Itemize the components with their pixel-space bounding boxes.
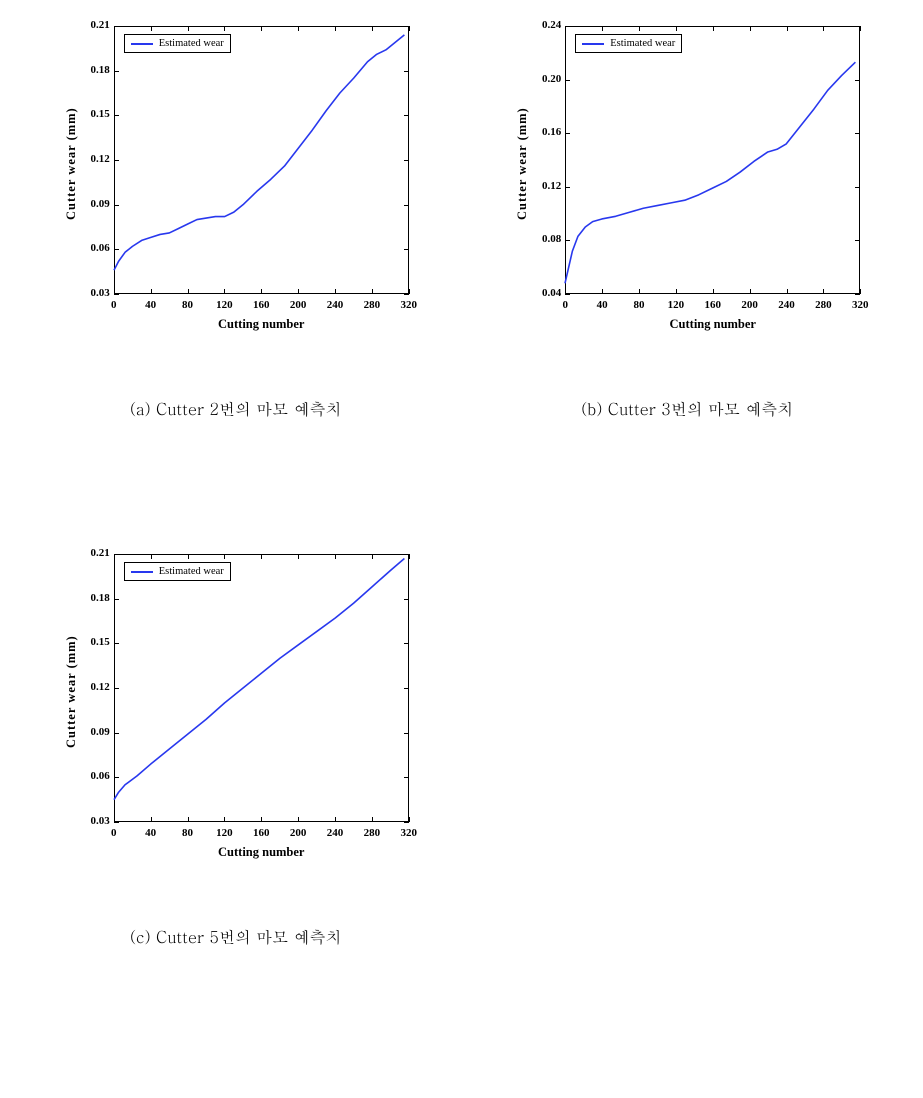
xtick-label: 0 — [104, 827, 124, 839]
xtick-label: 280 — [813, 299, 833, 311]
xtick-label: 160 — [251, 299, 271, 311]
chart-cell-c: 040801201602002402803200.030.060.090.120… — [30, 540, 442, 948]
x-axis-label: Cutting number — [211, 845, 311, 860]
legend: Estimated wear — [575, 34, 682, 53]
legend-label: Estimated wear — [610, 38, 675, 49]
legend-label: Estimated wear — [159, 566, 224, 577]
xtick-label: 120 — [666, 299, 686, 311]
legend: Estimated wear — [124, 562, 231, 581]
series-line — [46, 12, 411, 296]
xtick-label: 240 — [777, 299, 797, 311]
x-axis-label: Cutting number — [211, 317, 311, 332]
legend-label: Estimated wear — [159, 38, 224, 49]
xtick-label: 160 — [703, 299, 723, 311]
x-axis-label: Cutting number — [663, 317, 763, 332]
chart-caption-c: (c) Cutter 5번의 마모 예측치 — [130, 925, 342, 948]
chart-cell-b: 040801201602002402803200.040.080.120.160… — [482, 12, 894, 420]
xtick-label: 320 — [399, 827, 419, 839]
legend-line-icon — [131, 571, 153, 573]
xtick-label: 200 — [288, 827, 308, 839]
xtick-label: 320 — [850, 299, 870, 311]
xtick-label: 40 — [141, 827, 161, 839]
chart-c: 040801201602002402803200.030.060.090.120… — [46, 540, 426, 880]
chart-cell-a: 040801201602002402803200.030.060.090.120… — [30, 12, 442, 420]
xtick-label: 80 — [629, 299, 649, 311]
xtick-label: 320 — [399, 299, 419, 311]
legend: Estimated wear — [124, 34, 231, 53]
xtick-label: 120 — [214, 299, 234, 311]
chart-caption-a: (a) Cutter 2번의 마모 예측치 — [130, 397, 342, 420]
legend-line-icon — [131, 43, 153, 45]
xtick-label: 200 — [288, 299, 308, 311]
xtick-label: 120 — [214, 827, 234, 839]
chart-b: 040801201602002402803200.040.080.120.160… — [497, 12, 877, 352]
xtick-label: 80 — [178, 299, 198, 311]
xtick-label: 0 — [555, 299, 575, 311]
chart-a: 040801201602002402803200.030.060.090.120… — [46, 12, 426, 352]
legend-line-icon — [582, 43, 604, 45]
xtick-label: 0 — [104, 299, 124, 311]
xtick-label: 40 — [141, 299, 161, 311]
series-line — [46, 540, 411, 824]
xtick-label: 280 — [362, 827, 382, 839]
xtick-label: 80 — [178, 827, 198, 839]
series-line — [497, 12, 862, 296]
xtick-label: 40 — [592, 299, 612, 311]
xtick-label: 240 — [325, 299, 345, 311]
xtick-label: 280 — [362, 299, 382, 311]
xtick-label: 160 — [251, 827, 271, 839]
xtick-label: 200 — [740, 299, 760, 311]
xtick-label: 240 — [325, 827, 345, 839]
chart-caption-b: (b) Cutter 3번의 마모 예측치 — [581, 397, 793, 420]
